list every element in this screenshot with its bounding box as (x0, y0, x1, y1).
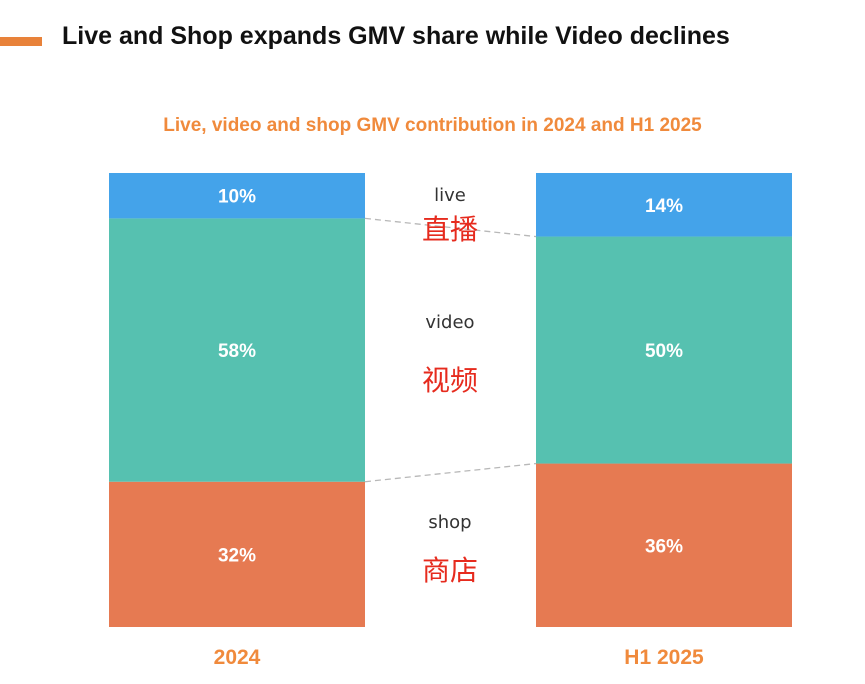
data-label-shop-h1-2025: 36% (645, 536, 683, 557)
series-name-shop: shop (428, 512, 471, 533)
data-labels: 32% 58% 10% 36% 50% 14% (218, 187, 683, 567)
category-labels: 2024 H1 2025 (214, 646, 704, 669)
bar-video-2024 (109, 218, 365, 482)
connector-line-video (364, 217, 537, 238)
category-label-h1-2025: H1 2025 (624, 646, 704, 669)
chart-title: Live, video and shop GMV contribution in… (163, 115, 702, 136)
series-names: shop 商店 video 视频 live 直播 (422, 185, 478, 587)
bar-live-2024 (109, 173, 365, 219)
series-name-zh-live: 直播 (422, 213, 478, 246)
connector-line-shop (364, 462, 537, 483)
data-label-video-h1-2025: 50% (645, 341, 683, 362)
series-name-live: live (434, 185, 466, 206)
bar-stacks (109, 173, 792, 627)
data-label-live-h1-2025: 14% (645, 196, 683, 217)
bar-live-h1-2025 (536, 173, 792, 237)
category-label-2024: 2024 (214, 646, 261, 669)
series-name-zh-shop: 商店 (422, 554, 478, 587)
accent-bar (0, 37, 42, 46)
bar-video-h1-2025 (536, 236, 792, 464)
data-label-video-2024: 58% (218, 341, 256, 362)
data-label-live-2024: 10% (218, 187, 256, 208)
data-label-shop-2024: 32% (218, 545, 256, 566)
page-title: Live and Shop expands GMV share while Vi… (62, 22, 730, 50)
connector-lines (364, 217, 537, 483)
bar-shop-h1-2025 (536, 463, 792, 627)
bar-shop-2024 (109, 481, 365, 627)
series-name-zh-video: 视频 (422, 364, 478, 397)
series-name-video: video (425, 312, 474, 333)
